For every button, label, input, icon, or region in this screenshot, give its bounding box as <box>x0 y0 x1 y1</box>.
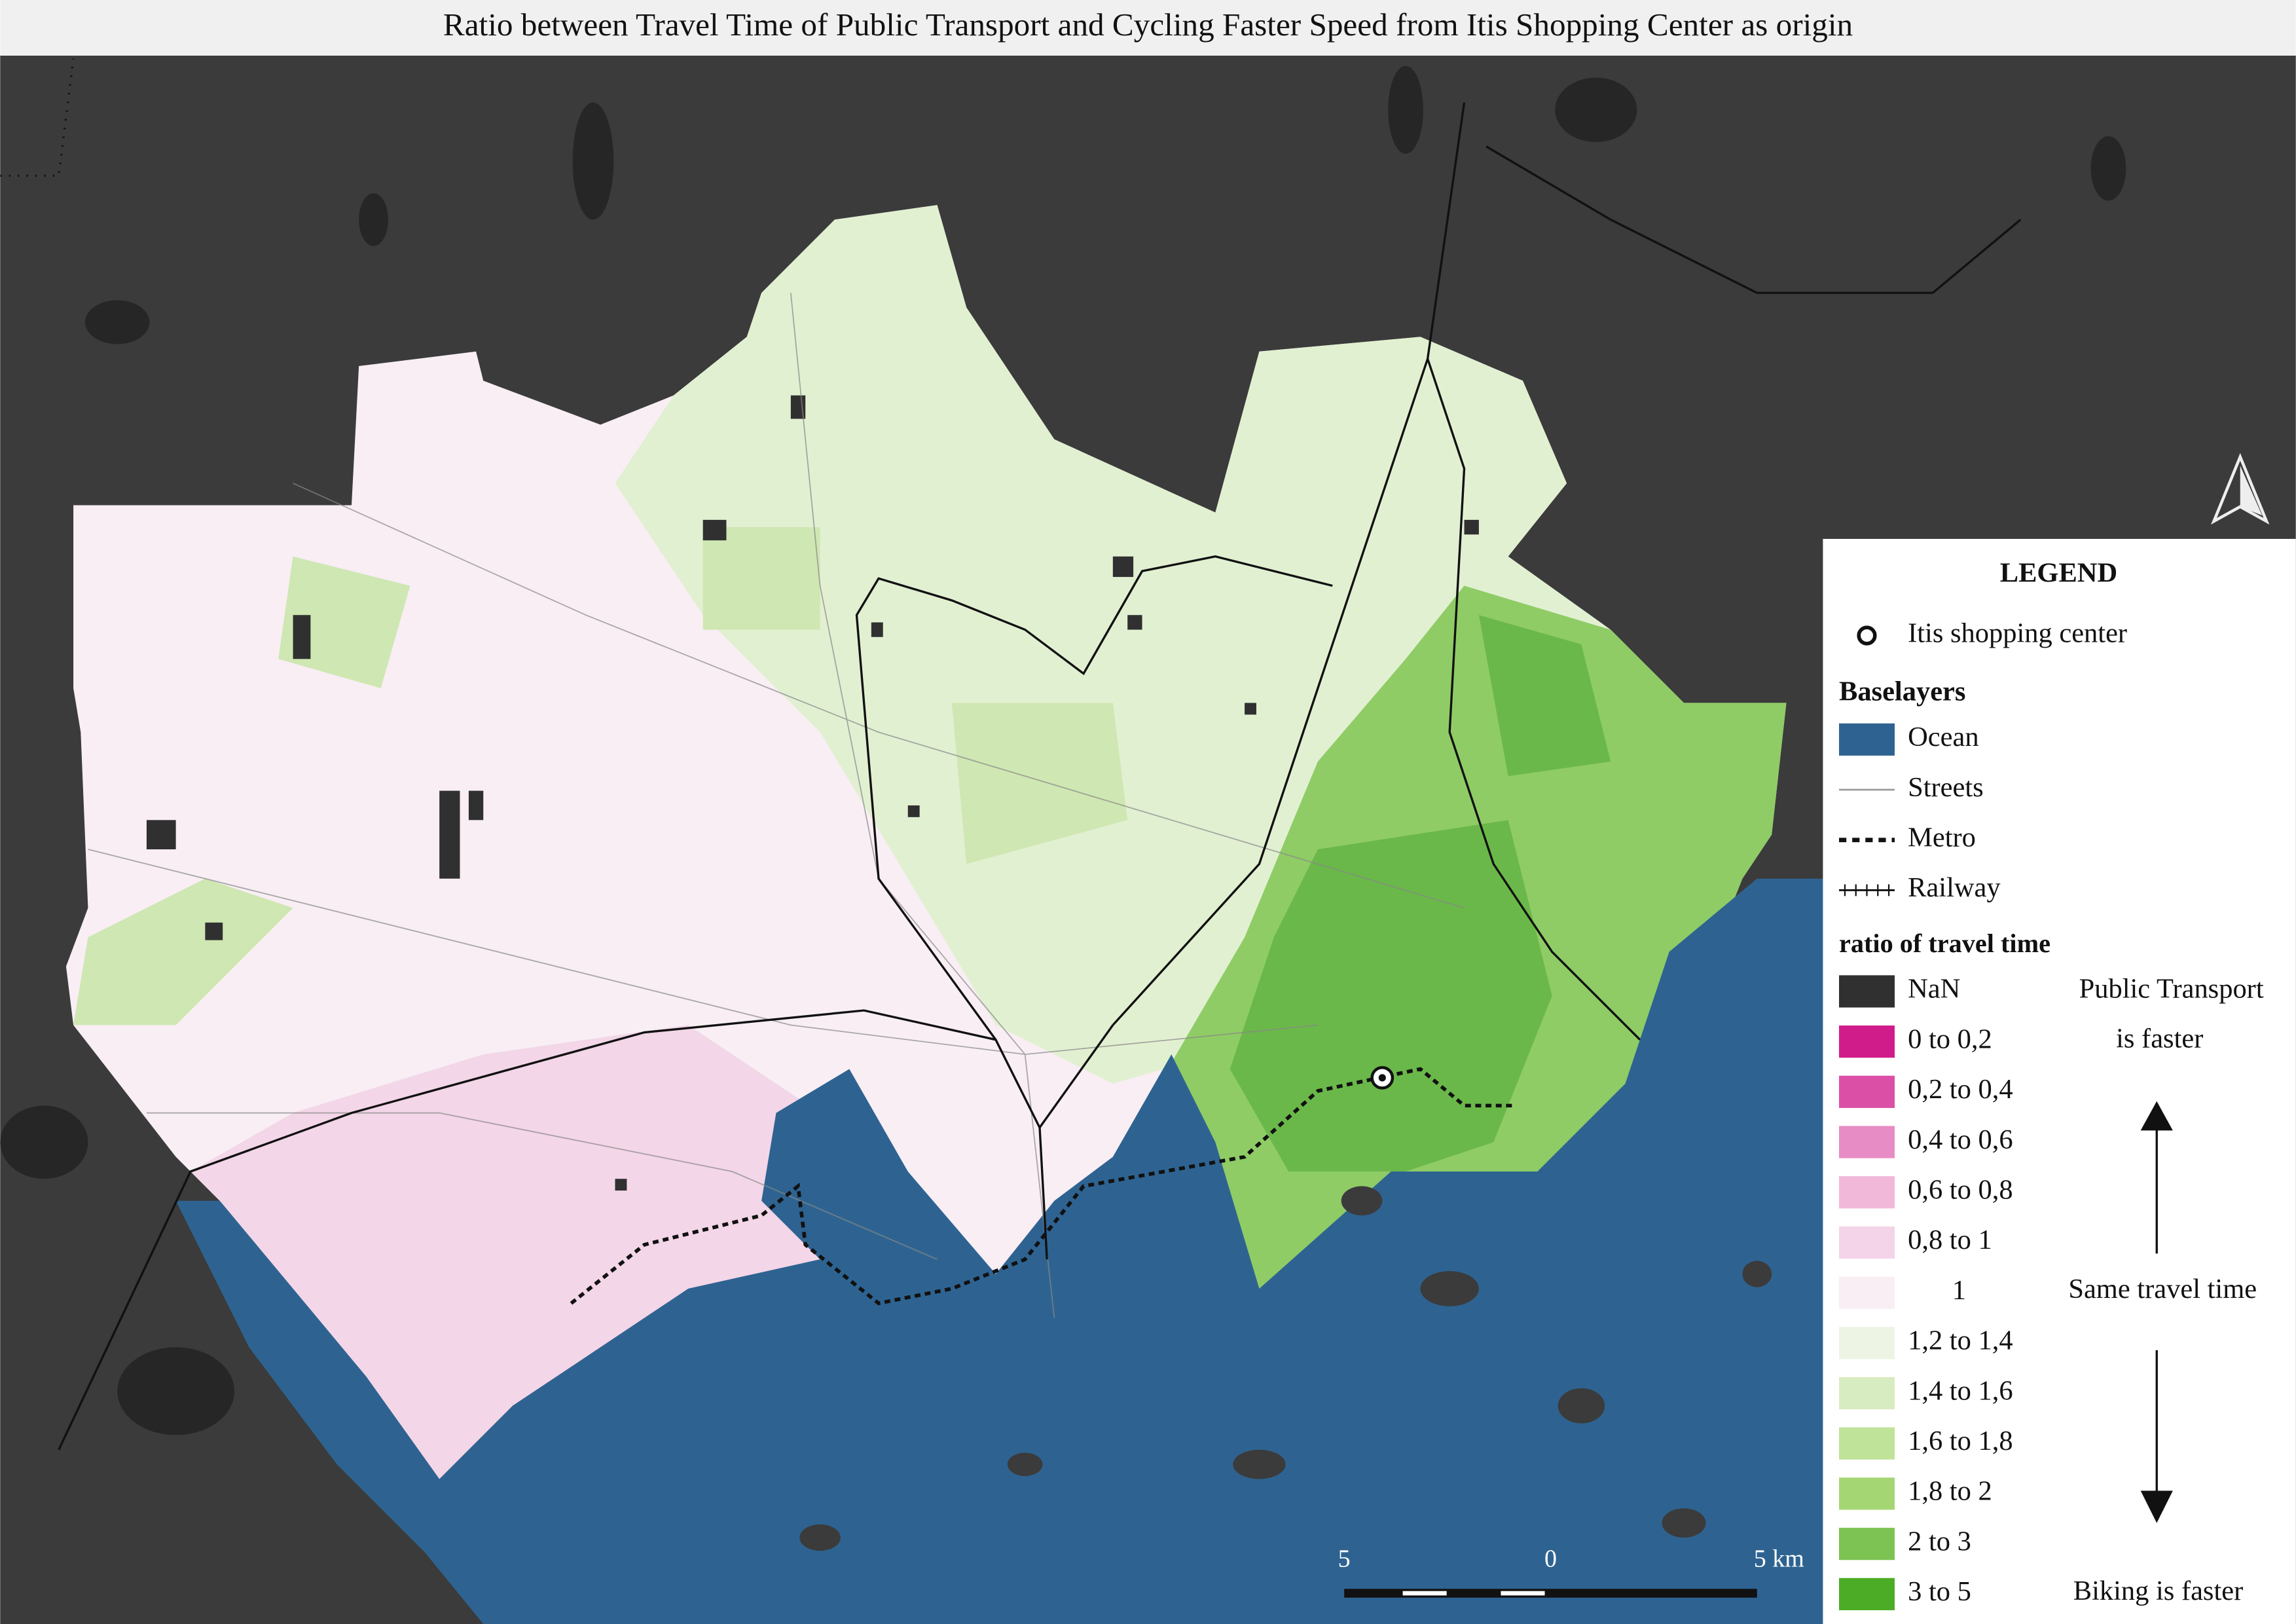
legend-swatch <box>1839 1477 1895 1510</box>
railway-north <box>1485 145 2022 294</box>
legend-label: 1,8 to 2 <box>1908 1476 1992 1507</box>
nan-cell <box>439 790 460 879</box>
legend-label: 0,6 to 0,8 <box>1908 1175 2013 1206</box>
legend-label: 1 <box>1952 1275 1966 1306</box>
railway-east <box>1038 102 1466 1128</box>
map-title: Ratio between Travel Time of Public Tran… <box>443 7 1853 43</box>
legend-label: 1,6 to 1,8 <box>1908 1426 2013 1456</box>
nan-cell <box>702 519 727 541</box>
legend-swatch <box>1839 1126 1895 1158</box>
legend-swatch <box>1839 1528 1895 1560</box>
nan-cell <box>1464 519 1479 535</box>
legend-label: 3 to 5 <box>1908 1576 1971 1607</box>
title-bar <box>0 0 2296 56</box>
legend-label: 1,2 to 1,4 <box>1908 1325 2013 1356</box>
legend-label: 0,8 to 1 <box>1908 1225 1992 1255</box>
nan-cell <box>468 790 484 821</box>
legend-annotation: Biking is faster <box>2073 1576 2244 1606</box>
green-patches <box>73 527 1128 1025</box>
islands <box>799 1186 1772 1551</box>
legend-swatch <box>1839 723 1895 756</box>
legend-label: NaN <box>1908 974 1960 1005</box>
legend-annotation: is faster <box>2116 1024 2203 1054</box>
scale-bar: 5 0 5 km <box>1338 1545 1804 1598</box>
lakes <box>0 65 2126 1435</box>
nan-cell <box>871 622 883 637</box>
nan-cell <box>146 820 176 850</box>
railway-ring <box>855 555 1333 1041</box>
ocean <box>175 878 1823 1624</box>
legend-label: Metro <box>1908 822 1976 853</box>
legend-origin: Itis shopping center <box>1908 618 2127 648</box>
legend-label: 0,4 to 0,6 <box>1908 1124 2013 1155</box>
nan-cell <box>615 1179 627 1191</box>
nan-cell <box>907 805 920 817</box>
north-arrow <box>2211 452 2270 525</box>
itis-marker-dot <box>1378 1074 1386 1082</box>
dark-green-zone <box>1230 615 1611 1172</box>
arrow-down-head <box>2140 1490 2173 1523</box>
legend-annotation: Same travel time <box>2068 1274 2257 1304</box>
legend-swatch <box>1839 975 1895 1008</box>
legend-swatch <box>1839 1276 1895 1309</box>
legend-label: Streets <box>1908 772 1984 803</box>
nan-cell <box>293 615 311 659</box>
legend-itis-symbol <box>1857 625 1877 646</box>
legend-label: 1,4 to 1,6 <box>1908 1375 2013 1406</box>
nan-cell <box>1127 615 1142 630</box>
nan-cell <box>1245 703 1256 715</box>
railway-vuosaari <box>1427 358 1641 1041</box>
legend-annotation: Public Transport <box>2079 974 2264 1005</box>
nan-cell <box>205 922 223 940</box>
legend-swatch <box>1839 1327 1895 1359</box>
nan-cell <box>1112 556 1134 578</box>
legend-swatch <box>1839 1075 1895 1108</box>
legend-swatch <box>1839 1578 1895 1610</box>
arrow-up-head <box>2140 1101 2173 1131</box>
legend-label: 0,2 to 0,4 <box>1908 1074 2013 1105</box>
legend: LEGEND Itis shopping center Baselayers r… <box>1823 538 2296 1624</box>
legend-swatch <box>1839 1226 1895 1259</box>
pink-zone <box>190 1025 938 1479</box>
metro-line <box>570 1067 1516 1306</box>
legend-title: LEGEND <box>2000 558 2117 589</box>
scale-label: 5 km <box>1754 1545 1804 1573</box>
legend-heading: Baselayers <box>1839 676 1965 707</box>
legend-label: Ocean <box>1908 722 1978 752</box>
legend-label: 2 to 3 <box>1908 1526 1971 1557</box>
legend-label: Railway <box>1908 872 2001 903</box>
legend-swatch <box>1839 1025 1895 1058</box>
legend-swatch <box>1839 1427 1895 1460</box>
legend-swatch <box>1839 1176 1895 1209</box>
scale-label: 0 <box>1544 1545 1557 1573</box>
scale-label: 5 <box>1338 1545 1351 1573</box>
railway-west <box>58 1009 1048 1450</box>
legend-label: 0 to 0,2 <box>1908 1024 1992 1054</box>
legend-swatch <box>1839 1376 1895 1410</box>
legend-heading: ratio of travel time <box>1839 929 2050 958</box>
